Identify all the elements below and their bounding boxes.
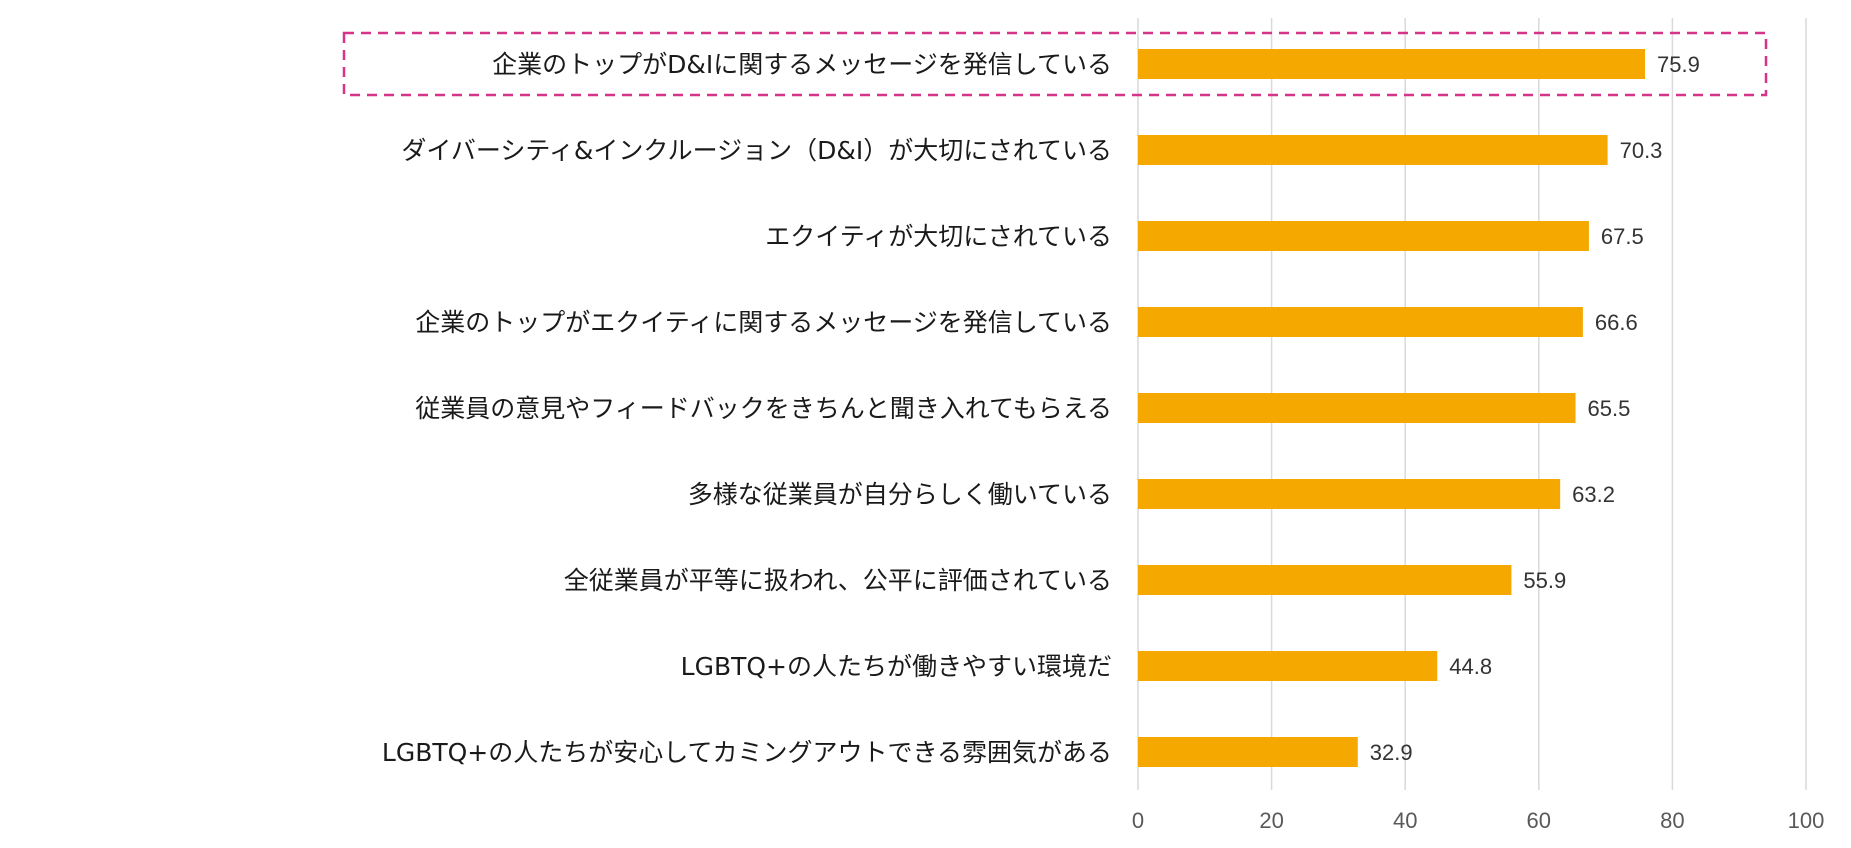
x-tick-label: 40 [1393, 808, 1417, 833]
category-label: 全従業員が平等に扱われ、公平に評価されている [564, 566, 1112, 595]
category-label: LGBTQ+の人たちが安心してカミングアウトできる雰囲気がある [382, 738, 1112, 767]
highlight-box-layer [342, 31, 1768, 97]
category-label: 企業のトップがD&Iに関するメッセージを発信している [492, 50, 1112, 79]
x-tick-label: 0 [1132, 808, 1144, 833]
category-label: LGBTQ+の人たちが働きやすい環境だ [681, 652, 1112, 681]
bar [1138, 221, 1589, 251]
bar [1138, 565, 1512, 595]
data-label: 63.2 [1572, 482, 1615, 507]
x-tick-label: 100 [1788, 808, 1825, 833]
category-label: ダイバーシティ&インクルージョン（D&I）が大切にされている [401, 136, 1112, 165]
data-labels: 75.9 70.3 67.5 66.6 65.5 63.2 55.9 44.8 32.9 [1370, 52, 1700, 765]
category-label: 多様な従業員が自分らしく働いている [688, 480, 1112, 509]
bar [1138, 479, 1561, 509]
x-tick-label: 20 [1259, 808, 1283, 833]
data-label: 65.5 [1588, 396, 1631, 421]
bars [1138, 49, 1646, 767]
highlight-box [342, 31, 1768, 97]
bar [1138, 393, 1576, 423]
x-axis-ticks: 0 20 40 60 80 100 [1132, 808, 1824, 833]
category-labels: 企業のトップがD&Iに関するメッセージを発信しているダイバーシティ&インクルージ… [382, 50, 1112, 767]
bar [1138, 135, 1608, 165]
x-tick-label: 80 [1660, 808, 1684, 833]
data-label: 32.9 [1370, 740, 1413, 765]
category-label: 企業のトップがエクイティに関するメッセージを発信している [415, 308, 1112, 337]
x-tick-label: 60 [1527, 808, 1551, 833]
bar [1138, 49, 1646, 79]
bar [1138, 737, 1358, 767]
data-label: 55.9 [1523, 568, 1566, 593]
data-label: 75.9 [1657, 52, 1700, 77]
data-label: 67.5 [1601, 224, 1644, 249]
category-label: エクイティが大切にされている [765, 222, 1112, 251]
data-label: 66.6 [1595, 310, 1638, 335]
data-label: 70.3 [1620, 138, 1663, 163]
category-label: 従業員の意見やフィードバックをきちんと聞き入れてもらえる [415, 394, 1112, 423]
data-label: 44.8 [1449, 654, 1492, 679]
bar [1138, 307, 1583, 337]
bar [1138, 651, 1438, 681]
